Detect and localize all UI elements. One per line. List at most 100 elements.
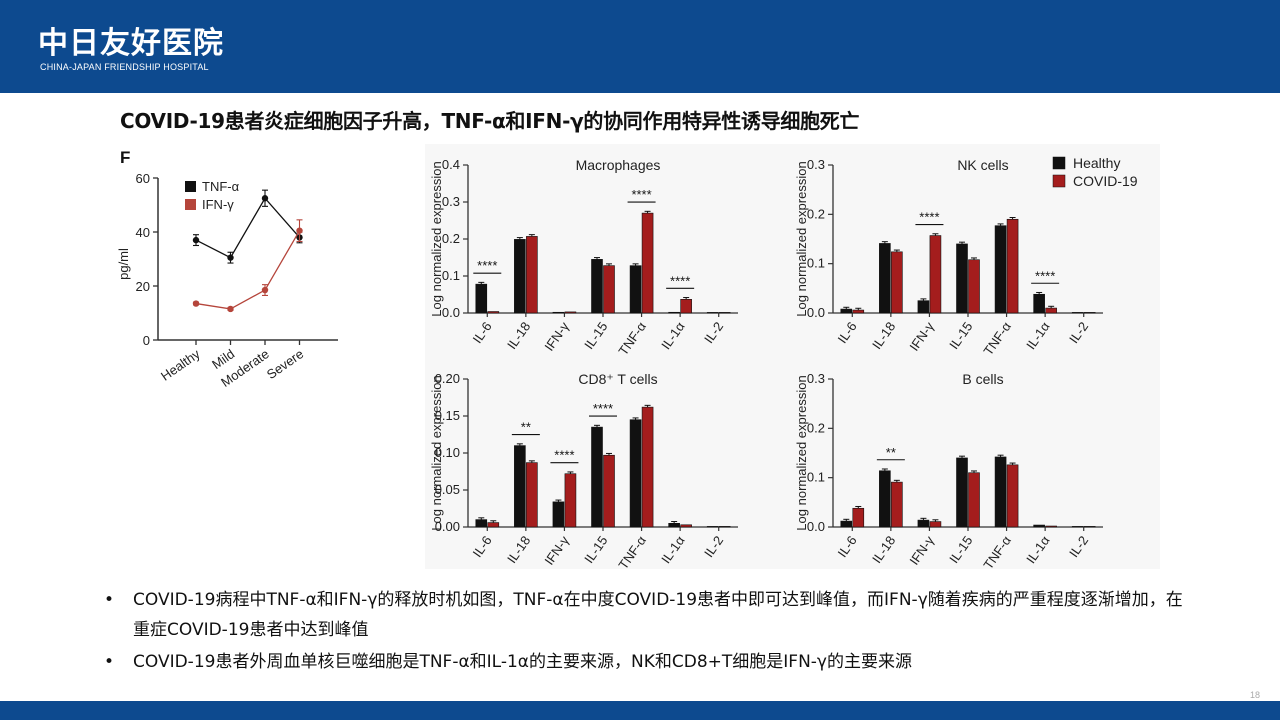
x-tick-label: IL-6 xyxy=(470,533,495,560)
chart-title: CD8⁺ T cells xyxy=(578,371,657,387)
significance-stars: **** xyxy=(670,273,690,288)
bar xyxy=(1045,525,1057,528)
bar xyxy=(706,312,719,314)
x-tick-label: TNF-α xyxy=(615,533,649,570)
bar xyxy=(475,519,488,528)
y-tick-label: 0.2 xyxy=(807,420,825,435)
y-tick-label: 40 xyxy=(136,225,150,240)
x-tick-label: TNF-α xyxy=(980,533,1014,570)
bar xyxy=(552,501,565,528)
bar xyxy=(879,470,891,528)
bar xyxy=(706,526,719,528)
bullet-list: • COVID-19病程中TNF-α和IFN-γ的释放时机如图，TNF-α在中度… xyxy=(104,585,1184,679)
bar xyxy=(1083,312,1096,314)
figure-background xyxy=(425,144,1160,569)
x-tick-label: TNF-α xyxy=(615,319,649,356)
bar xyxy=(1071,526,1084,528)
bullet-dot: • xyxy=(104,590,115,610)
bar xyxy=(840,308,853,314)
x-tick-label: IFN-γ xyxy=(906,533,937,568)
bar xyxy=(1083,526,1096,528)
bar xyxy=(718,526,731,528)
bar xyxy=(1045,307,1057,314)
bullet-dot: • xyxy=(104,652,115,672)
legend-label: TNF-α xyxy=(202,179,240,194)
bar xyxy=(929,521,942,528)
significance-stars: **** xyxy=(631,187,651,202)
data-point xyxy=(227,254,234,261)
significance-stars: **** xyxy=(1035,268,1055,283)
panel-label: F xyxy=(120,148,130,167)
bar xyxy=(641,406,654,528)
bar xyxy=(629,419,642,528)
x-tick-label: IFN-γ xyxy=(541,319,572,354)
legend-swatch xyxy=(1052,156,1066,170)
y-tick-label: 0.1 xyxy=(807,256,825,271)
hospital-logo: 中日友好医院 xyxy=(38,26,224,61)
bar xyxy=(917,300,930,314)
x-tick-label: IL-2 xyxy=(701,533,726,560)
significance-stars: **** xyxy=(477,258,497,273)
y-tick-label: 0.2 xyxy=(442,231,460,246)
x-tick-label: IL-18 xyxy=(869,319,898,352)
x-tick-label: IL-6 xyxy=(835,533,860,560)
bar xyxy=(591,259,603,314)
bullet-item: • COVID-19患者外周血单核巨噬细胞是TNF-α和IL-1α的主要来源，N… xyxy=(104,647,1184,677)
bar xyxy=(891,251,903,314)
y-tick-label: 0.4 xyxy=(442,157,460,172)
x-tick-label: IL-6 xyxy=(835,319,860,346)
bar xyxy=(475,283,488,314)
bar xyxy=(514,445,526,528)
x-tick-label: IL-18 xyxy=(869,533,898,566)
x-tick-label: IL-2 xyxy=(701,319,726,346)
bar xyxy=(487,522,500,528)
x-tick-label: IL-2 xyxy=(1066,533,1091,560)
bar xyxy=(1006,218,1019,314)
header-bar: 中日友好医院 CHINA-JAPAN FRIENDSHIP HOSPITAL xyxy=(0,0,1280,93)
legend-swatch xyxy=(1052,174,1066,188)
x-tick-label: IL-2 xyxy=(1066,319,1091,346)
chart-title: NK cells xyxy=(957,157,1008,173)
bar xyxy=(564,473,577,528)
y-tick-label: 0.1 xyxy=(807,470,825,485)
data-point xyxy=(227,305,234,313)
significance-stars: ** xyxy=(521,420,531,435)
page-number: 18 xyxy=(1250,690,1261,700)
y-tick-label: 0.2 xyxy=(807,206,825,221)
bar xyxy=(564,311,577,314)
y-tick-label: 0.0 xyxy=(807,305,825,320)
bar xyxy=(591,426,603,528)
legend-label: COVID-19 xyxy=(1073,173,1138,189)
bar xyxy=(526,236,538,314)
bar xyxy=(994,225,1007,314)
y-tick-label: 0.3 xyxy=(807,157,825,172)
bar xyxy=(840,520,853,528)
significance-stars: **** xyxy=(919,210,939,225)
y-axis-label: pg/ml xyxy=(116,248,131,280)
bullet-text: COVID-19病程中TNF-α和IFN-γ的释放时机如图，TNF-α在中度CO… xyxy=(133,590,1183,640)
y-tick-label: 0.1 xyxy=(442,268,460,283)
x-tick-label: IL-18 xyxy=(504,533,533,566)
chart-title: B cells xyxy=(962,371,1003,387)
y-tick-label: 60 xyxy=(136,171,150,186)
bar xyxy=(1006,464,1019,528)
bar xyxy=(668,523,680,528)
x-tick-label: IL-15 xyxy=(581,319,610,352)
chart-title: Macrophages xyxy=(576,157,661,173)
bullet-text: COVID-19患者外周血单核巨噬细胞是TNF-α和IL-1α的主要来源，NK和… xyxy=(133,652,912,672)
x-tick-label: IL-6 xyxy=(470,319,495,346)
y-tick-label: 0 xyxy=(143,333,150,348)
slide-title: COVID-19患者炎症细胞因子升高，TNF-α和IFN-γ的协同作用特异性诱导… xyxy=(120,109,860,133)
bar xyxy=(917,519,930,528)
bar xyxy=(891,481,903,528)
significance-stars: ** xyxy=(886,445,896,460)
y-tick-label: 0.3 xyxy=(442,194,460,209)
bar xyxy=(994,456,1007,528)
y-tick-label: 0.15 xyxy=(435,408,460,423)
bar xyxy=(526,462,538,528)
footer-bar xyxy=(0,701,1280,720)
bar xyxy=(956,243,968,314)
x-tick-label: IL-1α xyxy=(658,319,688,353)
